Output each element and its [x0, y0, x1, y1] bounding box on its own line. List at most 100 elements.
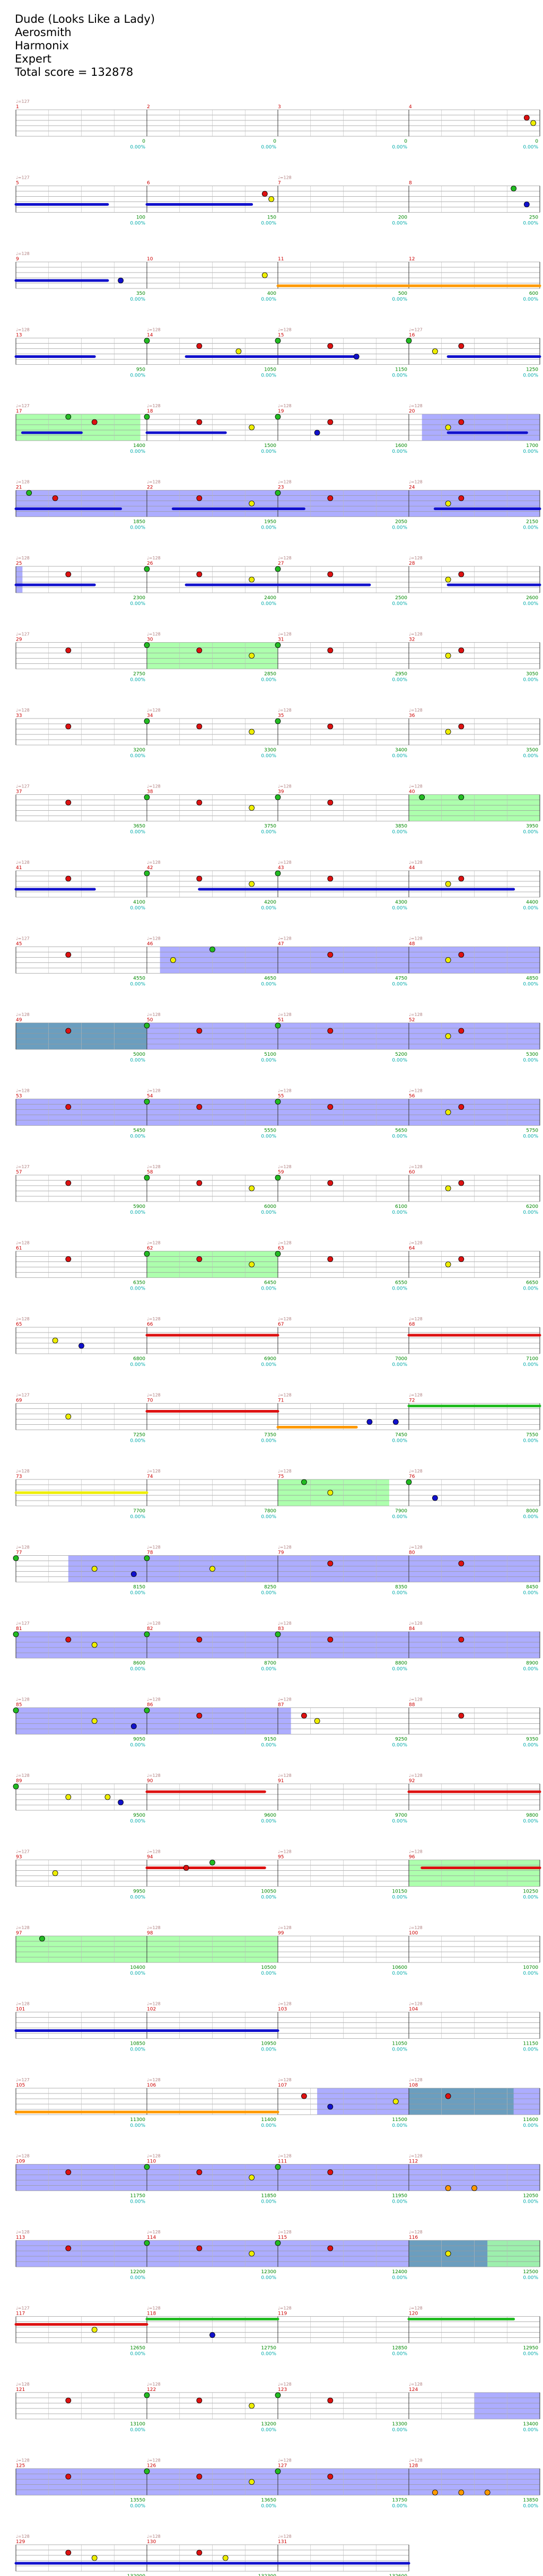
measure-score: 3850	[395, 824, 407, 829]
song-artist: Aerosmith	[15, 26, 72, 39]
measure-score: 8150	[133, 1585, 145, 1590]
measure-percent: 0.00%	[261, 1134, 276, 1140]
measure-percent: 0.00%	[392, 297, 407, 302]
measure-number: 14	[147, 333, 153, 338]
measure-percent: 0.00%	[392, 1667, 407, 1672]
bpm-label: ♩=128	[278, 2382, 292, 2387]
bpm-label: ♩=128	[409, 1850, 423, 1854]
measure-score: 8350	[395, 1585, 407, 1590]
measure-percent: 0.00%	[523, 1743, 538, 1748]
bpm-label: ♩=128	[16, 2458, 30, 2463]
measure-number: 118	[147, 2311, 156, 2317]
measure-number: 109	[16, 2159, 25, 2165]
red-note	[65, 1180, 72, 1186]
measure-percent: 0.00%	[130, 1971, 145, 1976]
green-note	[275, 1251, 281, 1257]
measure-percent: 0.00%	[523, 678, 538, 683]
measure-percent: 0.00%	[523, 1134, 538, 1140]
measure-score: 400	[267, 291, 276, 296]
green-note	[301, 1479, 307, 1485]
measure-percent: 0.00%	[392, 1362, 407, 1368]
red-note	[327, 495, 334, 501]
red-note	[65, 647, 72, 653]
measure-number: 84	[409, 1626, 415, 1632]
measure-number: 29	[16, 637, 22, 643]
measure-score: 5550	[264, 1128, 276, 1134]
measure-percent: 0.00%	[130, 2275, 145, 2281]
bpm-label: ♩=128	[278, 1089, 292, 1093]
yellow-note	[445, 424, 451, 431]
measure-score: 13300	[392, 2422, 407, 2427]
bpm-label: ♩=128	[147, 1773, 161, 1778]
measure-percent: 0.00%	[130, 678, 145, 683]
measure-percent: 0.00%	[261, 2428, 276, 2433]
measure-number: 58	[147, 1170, 153, 1175]
yellow-note	[249, 653, 255, 659]
measure-number: 76	[409, 1474, 415, 1479]
green-note	[13, 1555, 19, 1561]
bpm-label: ♩=128	[16, 2002, 30, 2007]
measure-number: 21	[16, 485, 22, 490]
measure-score: 3950	[526, 824, 538, 829]
red-note	[458, 1104, 465, 1110]
yellow-note	[249, 881, 255, 887]
measure-number: 115	[278, 2235, 287, 2240]
measure-percent: 0.00%	[523, 1895, 538, 1900]
measure-score: 2950	[395, 672, 407, 677]
bpm-label: ♩=128	[147, 556, 161, 560]
bpm-label: ♩=127	[16, 2078, 30, 2082]
bpm-label: ♩=128	[147, 2002, 161, 2007]
measure-score: 11600	[523, 2117, 538, 2123]
measure-score: 600	[529, 291, 538, 296]
bpm-label: ♩=127	[16, 1164, 30, 1169]
red-note	[65, 2397, 72, 2404]
green-note	[275, 1631, 281, 1637]
measure-number: 51	[278, 1018, 284, 1023]
measure-percent: 0.00%	[523, 906, 538, 911]
red-note	[327, 1028, 334, 1034]
red-note	[327, 1256, 334, 1262]
bpm-label: ♩=128	[409, 860, 423, 865]
measure-percent: 0.00%	[130, 373, 145, 379]
measure-score: 150	[267, 215, 276, 221]
measure-percent: 0.00%	[130, 906, 145, 911]
measure-score: 4650	[264, 976, 276, 982]
measure-score: 7550	[526, 1433, 538, 1438]
red-note	[523, 115, 530, 121]
bpm-label: ♩=128	[409, 936, 423, 941]
measure-number: 61	[16, 1246, 22, 1251]
measure-score: 10050	[261, 1889, 276, 1895]
yellow-note	[445, 2250, 451, 2257]
measure-score: 11850	[261, 2194, 276, 2199]
bpm-label: ♩=128	[16, 860, 30, 865]
measure-percent: 0.00%	[523, 1591, 538, 1596]
measure-percent: 0.00%	[261, 221, 276, 226]
green-note	[419, 794, 425, 800]
yellow-note	[52, 1337, 58, 1344]
yellow-note	[530, 120, 537, 126]
measure-percent: 0.00%	[261, 2200, 276, 2205]
blue-note	[392, 1419, 399, 1425]
measure-number: 71	[278, 1398, 284, 1404]
measure-percent: 0.00%	[392, 2200, 407, 2205]
red-note	[327, 2169, 334, 2175]
measure-score: 6650	[526, 1281, 538, 1286]
measure-number: 25	[16, 561, 22, 566]
measure-score: 6450	[264, 1281, 276, 1286]
bpm-label: ♩=127	[409, 328, 423, 332]
measure-number: 45	[16, 942, 22, 947]
measure-percent: 0.00%	[130, 1286, 145, 1292]
red-note	[327, 723, 334, 730]
bpm-label: ♩=128	[147, 1317, 161, 1321]
bpm-label: ♩=128	[278, 480, 292, 485]
measure-percent: 0.00%	[261, 678, 276, 683]
red-note	[65, 723, 72, 730]
measure-score: 13650	[261, 2498, 276, 2503]
measure-percent: 0.00%	[130, 2352, 145, 2357]
measure-percent: 0.00%	[392, 1743, 407, 1748]
bpm-label: ♩=128	[409, 1621, 423, 1626]
measure-number: 87	[278, 1703, 284, 1708]
measure-number: 52	[409, 1018, 415, 1023]
measure-score: 10950	[261, 2041, 276, 2047]
measure-score: 10600	[392, 1965, 407, 1970]
